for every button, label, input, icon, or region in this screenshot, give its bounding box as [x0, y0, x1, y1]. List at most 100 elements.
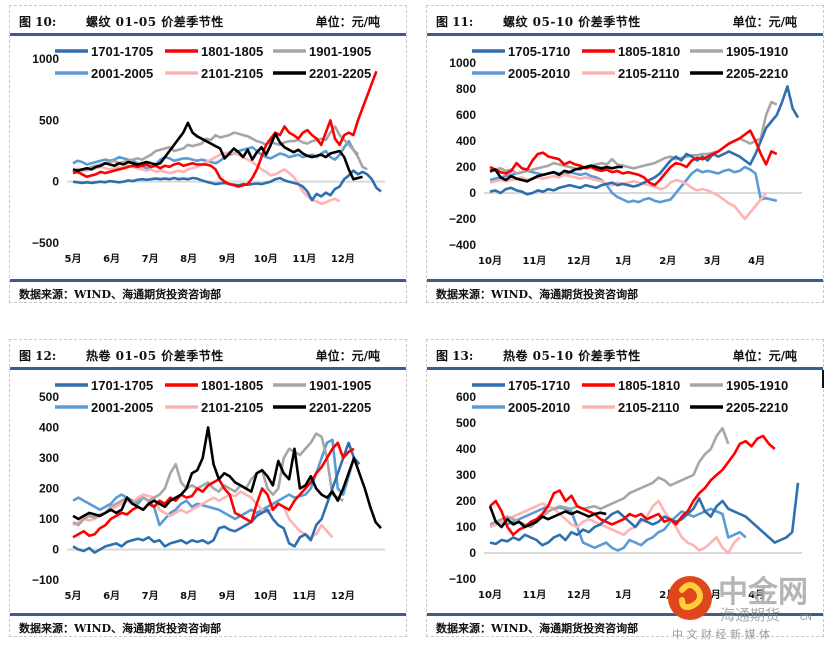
x-tick-label: 6月	[103, 253, 120, 265]
series-line-2105-2110	[489, 173, 768, 221]
series-line-2201-2205	[72, 121, 363, 181]
y-tick-label: 100	[39, 512, 59, 526]
x-tick-label: 10月	[478, 255, 502, 267]
legend-label: 2105-2110	[618, 400, 679, 415]
y-tick-label: −200	[449, 212, 476, 226]
x-tick-label: 12月	[331, 253, 355, 265]
y-tick-label: 0	[52, 543, 59, 557]
y-tick-label: 400	[39, 421, 59, 435]
chart-header: 图 13: 热卷 05-10 价差季节性 单位：元/吨	[427, 340, 823, 371]
legend-label: 2105-2110	[618, 66, 679, 81]
series-line-2101-2105	[72, 150, 341, 205]
legend-label: 1801-1805	[201, 44, 263, 59]
legend-label: 1905-1910	[726, 378, 788, 393]
series-line-1801-1805	[72, 70, 378, 188]
footer-rule	[10, 613, 406, 616]
chart-header: 图 10: 螺纹 01-05 价差季节性 单位：元/吨	[10, 6, 406, 37]
source-note: 数据来源：WIND、海通期货投资咨询部	[19, 622, 222, 635]
y-tick-label: 400	[456, 134, 476, 148]
x-tick-label: 6月	[103, 590, 120, 602]
legend-label: 2001-2005	[91, 400, 153, 415]
y-tick-label: 500	[456, 416, 476, 430]
y-tick-label: 500	[39, 113, 59, 127]
y-tick-label: 300	[456, 468, 476, 482]
series-line-1701-1705	[72, 441, 361, 554]
legend-label: 1701-1705	[91, 378, 153, 393]
series-line-1905-1910	[489, 100, 778, 175]
y-tick-label: −100	[449, 572, 476, 586]
y-tick-label: 0	[469, 186, 476, 200]
y-tick-label: 100	[456, 520, 476, 534]
legend-label: 2201-2205	[309, 400, 371, 415]
header-rule	[10, 33, 406, 36]
watermark-suffix: CN	[800, 613, 812, 622]
x-tick-label: 10月	[478, 589, 502, 601]
legend-label: 1805-1810	[618, 44, 680, 59]
series-line-1701-1705	[72, 169, 382, 202]
y-tick-label: 1000	[449, 56, 476, 70]
footer-rule	[427, 279, 823, 282]
y-tick-label: −400	[449, 238, 476, 252]
figure-label: 图 12:	[19, 349, 57, 363]
chart-panel-fig12: 图 12: 热卷 01-05 价差季节性 单位：元/吨 500 400 300 200…	[9, 339, 407, 637]
legend-label: 1805-1810	[618, 378, 680, 393]
watermark-circle-icon	[668, 576, 712, 620]
x-tick-label: 12月	[331, 590, 355, 602]
y-tick-label: 200	[456, 494, 476, 508]
series-line-1705-1710	[489, 482, 800, 547]
chart-title: 螺纹 01-05 价差季节性	[86, 15, 224, 29]
footer-rule	[10, 279, 406, 282]
legend-label: 2101-2105	[201, 400, 263, 415]
figure-label: 图 11:	[436, 15, 474, 29]
x-tick-label: 4月	[748, 255, 765, 267]
y-tick-label: 200	[39, 482, 59, 496]
legend-label: 1901-1905	[309, 378, 371, 393]
series-line-2101-2105	[72, 490, 334, 539]
series-line-1905-1910	[489, 426, 730, 529]
series-line-1805-1810	[489, 434, 776, 537]
series-line-2005-2010	[489, 504, 747, 552]
x-tick-label: 11月	[522, 255, 546, 267]
text-cursor-mark	[822, 370, 824, 388]
chart-title: 螺纹 05-10 价差季节性	[503, 15, 641, 29]
series-line-2201-2205	[72, 426, 382, 530]
series-line-1801-1805	[72, 441, 355, 539]
x-tick-label: 7月	[142, 590, 159, 602]
x-tick-label: 9月	[219, 253, 236, 265]
y-tick-label: 400	[456, 442, 476, 456]
chart-title: 热卷 01-05 价差季节性	[86, 349, 224, 363]
x-tick-label: 9月	[219, 590, 236, 602]
watermark: 中金网 海通期货 CN 中 文 财 经 新 媒 体	[660, 568, 828, 645]
legend-label: 1905-1910	[726, 44, 788, 59]
chart-panel-fig10: 图 10: 螺纹 01-05 价差季节性 单位：元/吨 1000 500 0 −500…	[9, 5, 407, 303]
watermark-brand: 中金网	[718, 575, 808, 610]
legend-label: 1801-1805	[201, 378, 263, 393]
legend-label: 1705-1710	[508, 378, 570, 393]
chart-unit: 单位：元/吨	[732, 349, 797, 363]
x-tick-label: 11月	[292, 253, 316, 265]
chart-header: 图 11: 螺纹 05-10 价差季节性 单位：元/吨	[427, 6, 823, 37]
x-tick-label: 12月	[567, 589, 591, 601]
source-note: 数据来源：WIND、海通期货投资咨询部	[436, 288, 639, 301]
x-tick-label: 5月	[65, 590, 82, 602]
series-line-2005-2010	[489, 165, 778, 204]
header-rule	[427, 33, 823, 36]
watermark-swirl-icon	[679, 582, 703, 611]
y-tick-label: 0	[469, 546, 476, 560]
x-tick-label: 3月	[704, 255, 721, 267]
chart-panel-fig11: 图 11: 螺纹 05-10 价差季节性 单位：元/吨 1000 800 600 40…	[426, 5, 824, 303]
y-tick-label: 800	[456, 82, 476, 96]
series-line-2001-2005	[72, 139, 359, 170]
y-tick-label: 500	[39, 390, 59, 404]
legend-label: 1901-1905	[309, 44, 371, 59]
series-line-1901-1905	[72, 432, 344, 527]
legend-label: 2001-2005	[91, 66, 153, 81]
series-line-1805-1810	[489, 129, 778, 187]
plot-fig10: 1000 500 0 −500 5月 6月 7月 8月 9月 10月 11月 12月 1701-1705…	[32, 44, 385, 265]
y-tick-label: 200	[456, 160, 476, 174]
series-line-2105-2110	[489, 499, 741, 555]
y-tick-label: −100	[32, 573, 59, 587]
x-tick-label: 1月	[615, 589, 632, 601]
